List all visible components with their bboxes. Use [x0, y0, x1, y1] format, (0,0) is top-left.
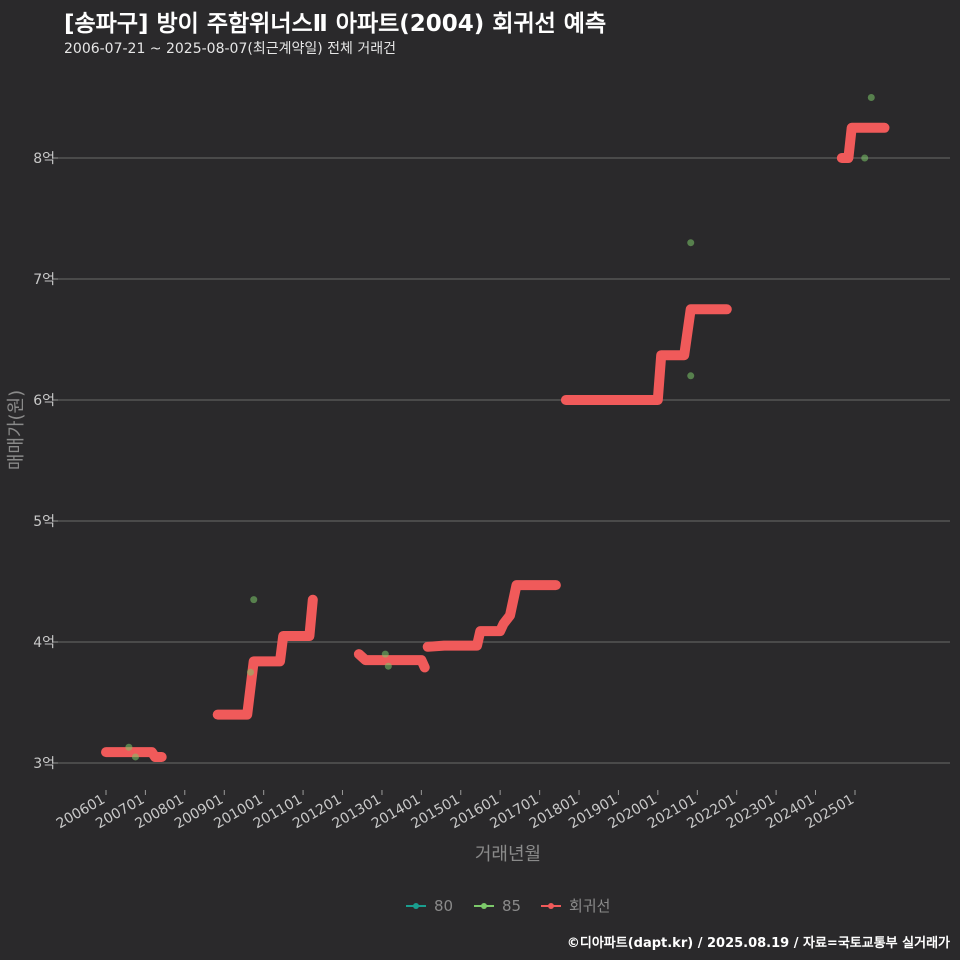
scatter-point: [131, 753, 139, 761]
y-axis-ticks: 3억 4억 5억 6억 7억 8억: [33, 151, 58, 772]
legend-swatch-dot: [548, 903, 554, 909]
footer-credit: ©디아파트(dapt.kr) / 2025.08.19 / 자료=국토교통부 실…: [566, 936, 950, 951]
regression-line-segment: [101, 747, 167, 762]
legend-item-85: 85: [474, 897, 521, 915]
regression-line-segment: [212, 594, 318, 720]
x-axis-title: 거래년월: [475, 844, 541, 865]
legend-item-regression: 회귀선: [541, 897, 610, 915]
scatter-point: [687, 239, 695, 247]
y-tick-label: 7억: [33, 272, 55, 288]
scatter-point: [247, 668, 255, 676]
chart-title: [송파구] 방이 주함위너스Ⅱ 아파트(2004) 회귀선 예측: [64, 11, 607, 37]
legend-label: 80: [434, 897, 453, 915]
scatter-point: [867, 94, 875, 101]
scatter-point: [250, 596, 258, 604]
scatter-point: [687, 372, 695, 380]
regression-line-segment: [422, 580, 561, 652]
regression-line-segment: [836, 122, 890, 163]
x-axis-ticks: 2006012007012008012009012010012011012012…: [54, 790, 857, 832]
legend-swatch-dot: [481, 903, 487, 909]
legend-label: 85: [502, 897, 521, 915]
y-tick-label: 4억: [33, 635, 55, 651]
regression-line-segment: [560, 304, 732, 405]
regression-line-layer: [101, 122, 890, 762]
y-tick-label: 6억: [33, 393, 55, 409]
y-tick-label: 5억: [33, 514, 55, 530]
legend-swatch-dot: [413, 903, 419, 909]
y-tick-label: 3억: [33, 756, 55, 772]
scatter-point: [861, 154, 869, 162]
chart-legend: 80 85 회귀선: [406, 897, 610, 915]
scatter-point: [381, 650, 389, 658]
scatter-point: [384, 662, 392, 670]
y-tick-label: 8억: [33, 151, 55, 167]
scatter-points-layer: [125, 94, 875, 761]
scatter-point: [125, 743, 133, 751]
regression-line-segment: [353, 649, 430, 673]
legend-label: 회귀선: [569, 897, 610, 915]
legend-item-80: 80: [406, 897, 453, 915]
grid-lines: [58, 157, 950, 764]
y-axis-title: 매매가(원): [6, 390, 27, 470]
chart-subtitle: 2006-07-21 ~ 2025-08-07(최근계약일) 전체 거래건: [64, 41, 396, 57]
